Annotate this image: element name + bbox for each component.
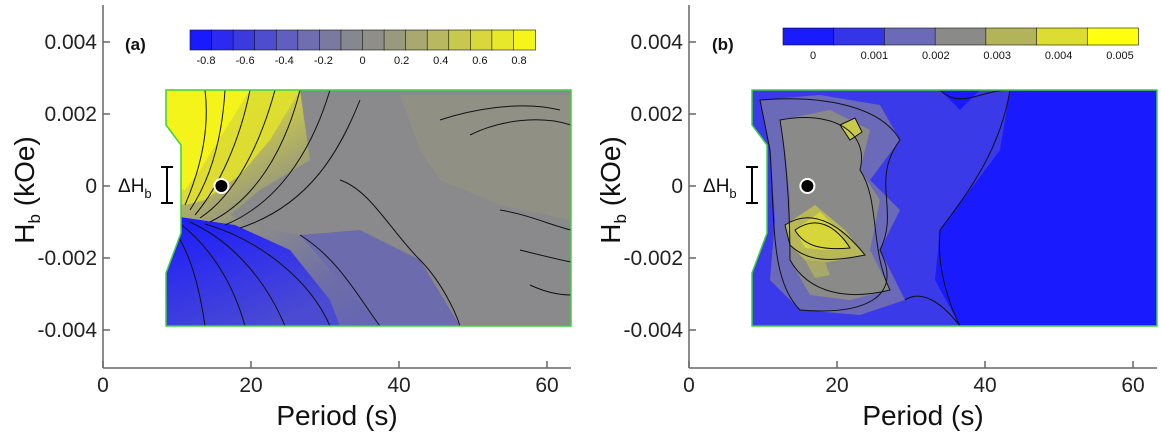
panel-b-x-ticks: 0 20 40 60	[683, 361, 1145, 397]
colorbar-tick-label: -0.8	[197, 55, 216, 67]
panel-b-y-ticks: 0.004 0.002 0 -0.002 -0.004	[623, 31, 696, 342]
x-tick-label: 40	[387, 374, 410, 397]
colorbar-tick-label: -0.4	[275, 55, 294, 67]
y-tick-label: 0.002	[44, 103, 97, 126]
panel-a-colorbar	[189, 29, 536, 51]
panel-a-colorbar-ticks: -0.8 -0.6 -0.4 -0.2 0 0.2 0.4 0.6 0.8	[197, 55, 527, 67]
x-tick-label: 0	[683, 374, 695, 397]
colorbar-swatch	[189, 29, 213, 51]
colorbar-tick-label: 0	[810, 50, 816, 62]
panel-b-colorbar	[782, 27, 1139, 46]
colorbar-swatch	[934, 27, 987, 46]
panel-a-marker	[213, 178, 230, 194]
panel-a-y-ticks: 0.004 0.002 0 -0.002 -0.004	[37, 31, 110, 342]
colorbar-tick-label: 0.005	[1106, 50, 1134, 62]
colorbar-tick-label: 0	[359, 55, 365, 67]
panel-a-contour-field	[166, 90, 571, 326]
panel-a-domain-outline	[165, 89, 572, 327]
colorbar-swatch	[884, 27, 936, 46]
y-tick-label: -0.004	[623, 319, 683, 342]
colorbar-swatch	[470, 29, 493, 51]
colorbar-tick-label: 0.001	[861, 50, 889, 62]
y-tick-label: -0.002	[37, 247, 97, 270]
y-tick-label: 0	[671, 175, 683, 198]
panel-b-x-axis-label: Period (s)	[862, 400, 983, 431]
panel-a: 0.004 0.002 0 -0.002 -0.004 0 20 40 60 Period (…	[9, 5, 572, 431]
panel-b-domain-outline	[751, 89, 1158, 327]
colorbar-tick-label: 0.2	[394, 55, 409, 67]
panel-b-colorbar-ticks: 0 0.001 0.002 0.003 0.004 0.005	[810, 50, 1134, 62]
colorbar-tick-label: 0.003	[983, 50, 1011, 62]
colorbar-tick-label: 0.004	[1045, 50, 1073, 62]
colorbar-swatch	[383, 29, 407, 51]
y-tick-label: 0.004	[44, 31, 97, 54]
panel-b-marker	[799, 178, 816, 194]
x-tick-label: 60	[1121, 374, 1144, 397]
colorbar-swatch	[1036, 27, 1089, 46]
panel-a-delta-bracket	[161, 166, 173, 204]
panel-a-x-axis-label: Period (s)	[276, 400, 397, 431]
colorbar-swatch	[319, 29, 342, 51]
colorbar-tick-label: 0.002	[922, 50, 950, 62]
colorbar-swatch	[405, 29, 428, 51]
colorbar-swatch	[232, 29, 256, 51]
panel-b-y-axis-label: Hb (kOe)	[595, 136, 630, 243]
colorbar-swatch	[211, 29, 234, 51]
y-tick-label: 0	[85, 175, 97, 198]
x-tick-label: 20	[825, 374, 848, 397]
panel-b-delta-label: ΔHb	[703, 176, 737, 201]
colorbar-tick-label: 0.8	[511, 55, 526, 67]
x-tick-label: 40	[973, 374, 996, 397]
x-tick-label: 60	[535, 374, 558, 397]
colorbar-tick-label: -0.6	[236, 55, 255, 67]
y-tick-label: 0.004	[630, 31, 683, 54]
colorbar-tick-label: 0.6	[472, 55, 487, 67]
colorbar-tick-label: -0.2	[314, 55, 333, 67]
colorbar-swatch	[1086, 27, 1139, 46]
panel-a-x-ticks: 0 20 40 60	[97, 361, 559, 397]
colorbar-swatch	[426, 29, 450, 51]
colorbar-swatch	[297, 29, 321, 51]
x-tick-label: 0	[97, 374, 109, 397]
colorbar-swatch	[362, 29, 385, 51]
colorbar-swatch	[513, 29, 536, 51]
panel-b: 0.004 0.002 0 -0.002 -0.004 0 20 40 60 Period (…	[595, 5, 1158, 431]
panel-a-delta-label: ΔHb	[118, 176, 152, 201]
colorbar-swatch	[833, 27, 886, 46]
y-tick-label: -0.002	[623, 247, 683, 270]
panel-b-delta-bracket	[746, 166, 758, 204]
colorbar-swatch	[340, 29, 364, 51]
colorbar-swatch	[254, 29, 278, 51]
colorbar-swatch	[448, 29, 472, 51]
y-tick-label: 0.002	[630, 103, 683, 126]
panel-b-label: (b)	[712, 35, 734, 54]
y-tick-label: -0.004	[37, 319, 97, 342]
colorbar-tick-label: 0.4	[433, 55, 448, 67]
panel-b-contour-field	[752, 90, 1157, 326]
x-tick-label: 20	[239, 374, 262, 397]
colorbar-swatch	[782, 27, 835, 46]
colorbar-swatch	[491, 29, 515, 51]
panel-a-label: (a)	[125, 35, 146, 54]
panel-a-y-axis-label: Hb (kOe)	[9, 136, 44, 243]
colorbar-swatch	[275, 29, 299, 51]
colorbar-swatch	[985, 27, 1038, 46]
